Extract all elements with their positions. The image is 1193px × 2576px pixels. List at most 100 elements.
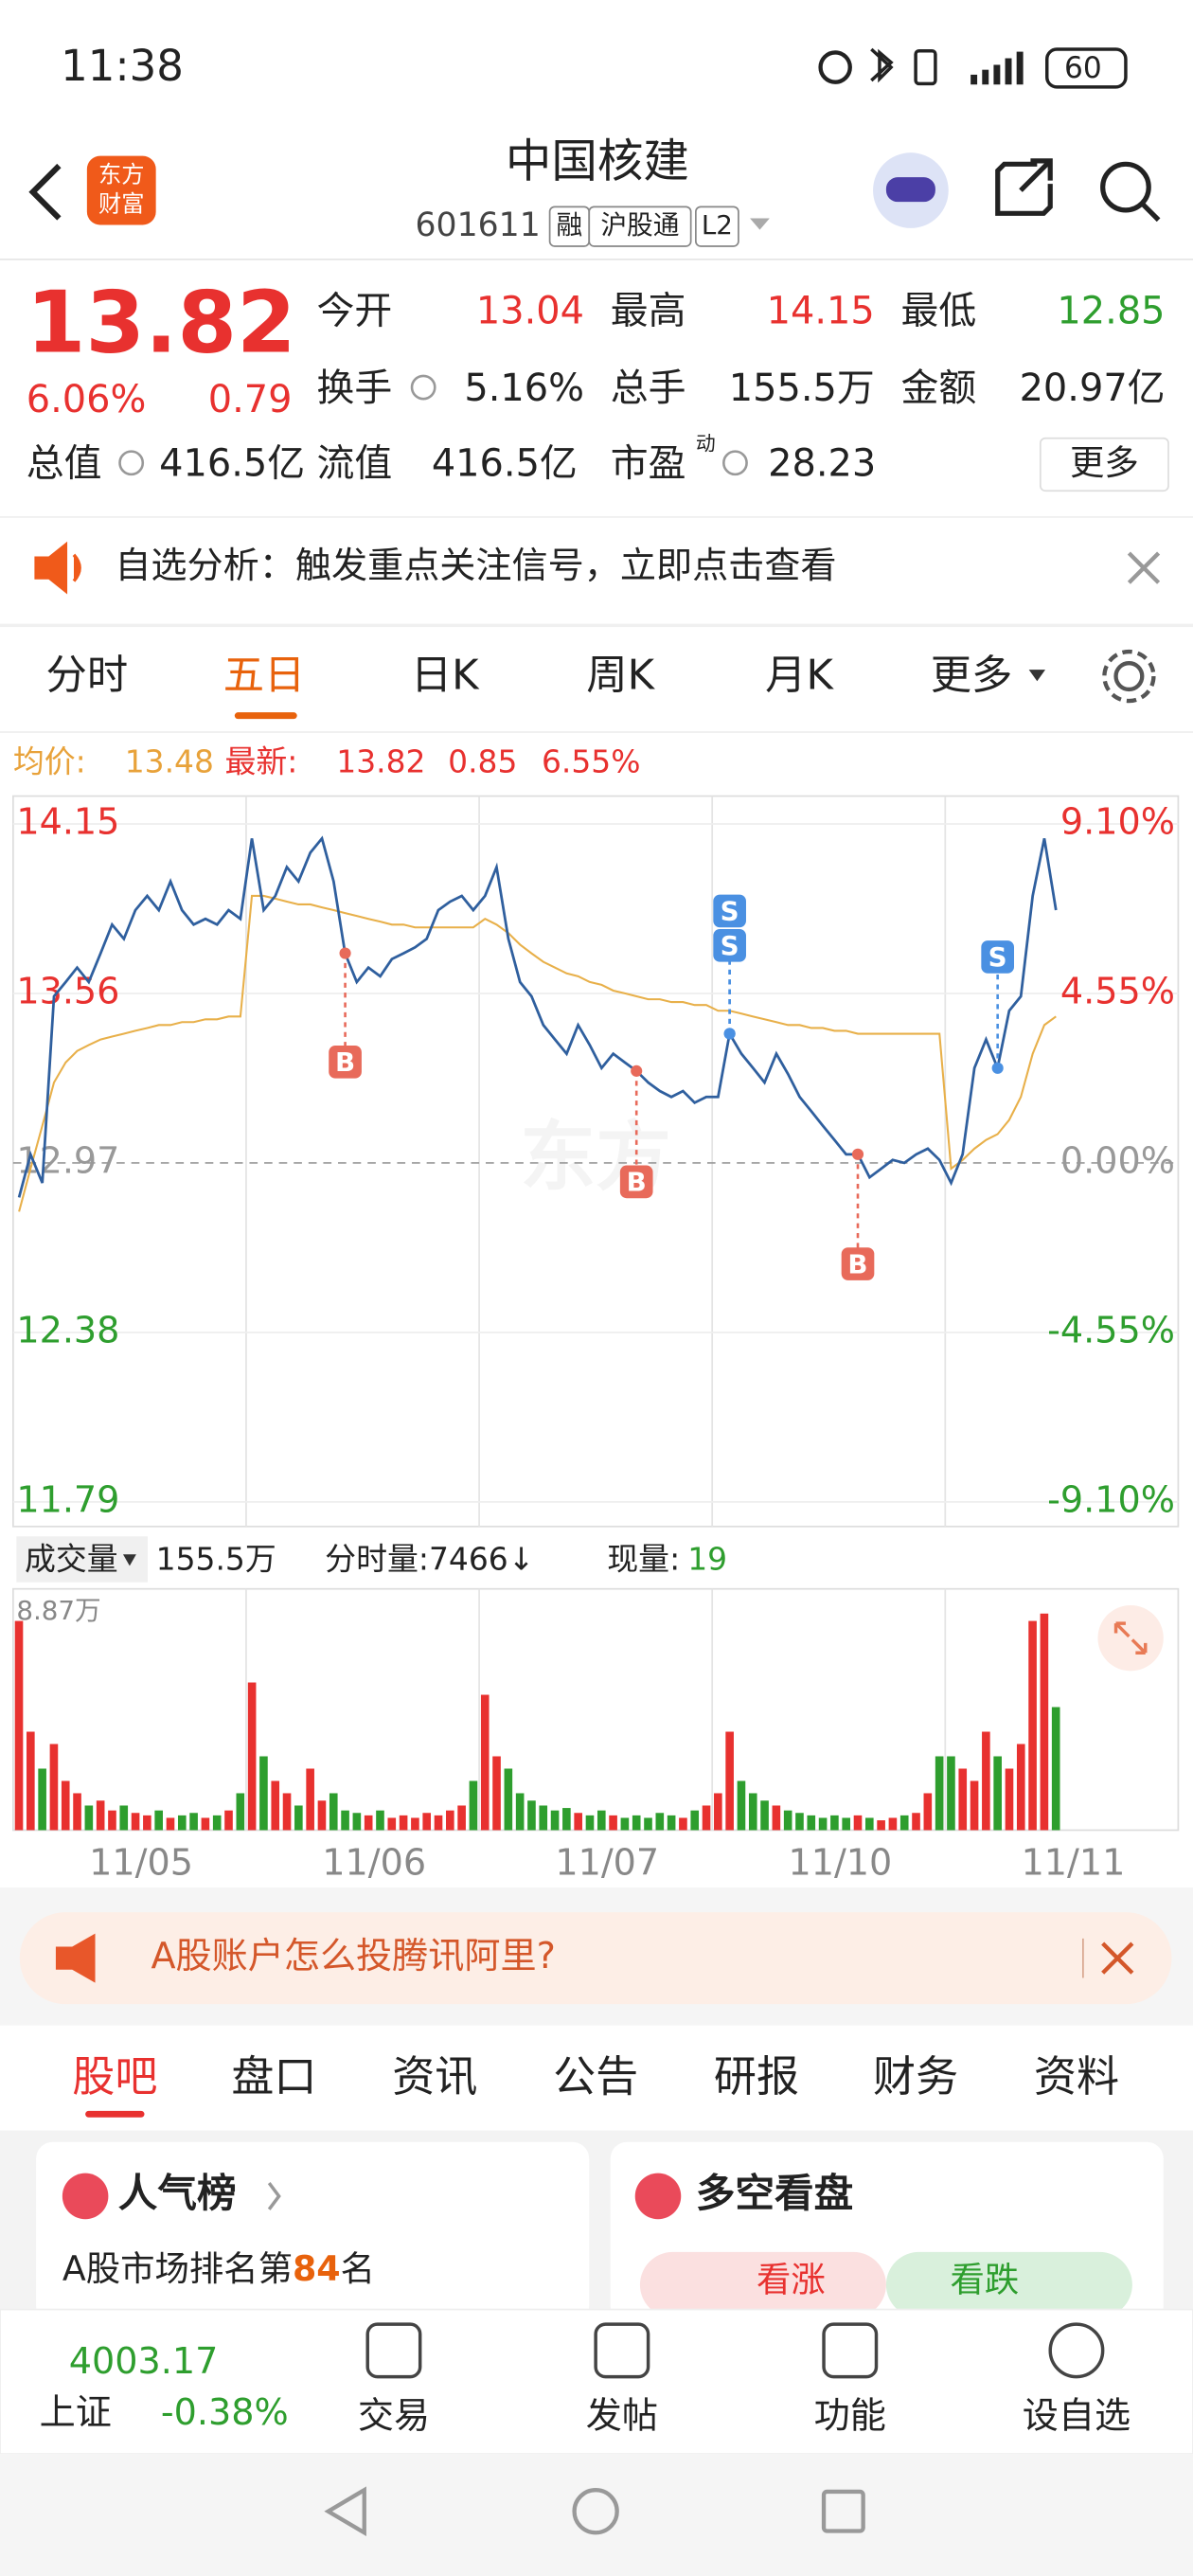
content-tab[interactable]: 资料 xyxy=(1034,2051,1119,2102)
info-icon xyxy=(722,450,748,476)
volume-bar xyxy=(224,1810,233,1831)
content-tab[interactable]: 股吧 xyxy=(72,2051,157,2102)
volume-bar xyxy=(376,1810,384,1831)
volume-bar xyxy=(620,1817,630,1831)
volume-bar xyxy=(352,1813,362,1831)
bear-button[interactable] xyxy=(885,2251,1132,2318)
bear-label: 看跌 xyxy=(951,2260,1020,2300)
volume-bar xyxy=(259,1756,268,1831)
expand-icon xyxy=(1113,1621,1148,1655)
volume-bar xyxy=(690,1810,700,1831)
volume-bar xyxy=(49,1744,59,1831)
back-button[interactable] xyxy=(28,163,62,221)
volume-bar xyxy=(993,1756,1002,1831)
marker-badge[interactable] xyxy=(713,894,746,928)
popularity-card[interactable] xyxy=(36,2141,590,2323)
volume-frame xyxy=(11,1587,1180,1832)
x-tick-label: 11/06 xyxy=(322,1841,426,1883)
banner[interactable] xyxy=(19,1912,1172,2005)
nav-label[interactable]: 设自选 xyxy=(1023,2394,1131,2436)
search-button[interactable] xyxy=(1100,161,1151,213)
app-logo xyxy=(86,155,156,225)
volume-bar xyxy=(644,1817,652,1831)
y-tick-label: 11.79 xyxy=(16,1478,119,1520)
banner-close[interactable] xyxy=(1101,1941,1134,1975)
volume-bar xyxy=(877,1820,885,1831)
volume-bar xyxy=(212,1815,222,1831)
avg-label: 均价: xyxy=(13,742,86,779)
nav-home[interactable] xyxy=(572,2488,619,2535)
marker-badge[interactable] xyxy=(329,1046,362,1079)
nav-back[interactable] xyxy=(324,2486,366,2537)
content-tab[interactable]: 盘口 xyxy=(231,2051,316,2102)
volume-bar xyxy=(899,1815,909,1831)
volume-bar xyxy=(341,1810,349,1831)
volume-bar xyxy=(329,1793,338,1831)
share-button[interactable] xyxy=(995,158,1053,216)
volume-bar xyxy=(527,1800,536,1831)
marker-label: S xyxy=(721,930,739,961)
tab[interactable]: 五日 xyxy=(223,652,306,699)
marker-label: B xyxy=(335,1046,355,1078)
sentiment-title: 多空看盘 xyxy=(696,2170,853,2216)
field-value: 14.15 xyxy=(767,290,875,333)
expand-button[interactable] xyxy=(1097,1605,1164,1672)
notice-close[interactable] xyxy=(1127,551,1161,584)
marker-dot xyxy=(723,1028,736,1040)
volume-bar xyxy=(282,1793,292,1831)
marker-badge[interactable] xyxy=(981,940,1014,974)
tab[interactable]: 分时 xyxy=(46,652,129,699)
tab[interactable]: 更多 xyxy=(931,652,1013,699)
volume-bar xyxy=(387,1817,397,1831)
settings-button[interactable] xyxy=(1113,661,1145,692)
bull-button[interactable] xyxy=(639,2251,886,2318)
volume-bar xyxy=(632,1815,641,1831)
volume-bar xyxy=(550,1810,560,1831)
volume-bar xyxy=(1051,1707,1060,1831)
nav-label[interactable]: 发帖 xyxy=(586,2394,658,2436)
marker-badge[interactable] xyxy=(713,928,746,962)
y-tick-label: 12.38 xyxy=(16,1309,119,1351)
tab[interactable]: 月K xyxy=(765,652,834,699)
content-tab[interactable]: 资讯 xyxy=(392,2051,477,2102)
content-tab[interactable]: 财务 xyxy=(873,2051,958,2102)
x-tick-label: 11/05 xyxy=(89,1841,193,1883)
nav-icon xyxy=(1048,2322,1105,2379)
volume-selector[interactable] xyxy=(16,1536,148,1583)
volume-bar xyxy=(201,1817,210,1831)
more-button[interactable] xyxy=(1039,437,1169,492)
volume-bar xyxy=(935,1756,944,1831)
tag: 融 xyxy=(557,209,583,241)
volume-bar xyxy=(865,1817,874,1831)
notice-text[interactable]: 自选分析：触发重点关注信号，立即点击查看 xyxy=(115,545,836,586)
volume-bar xyxy=(399,1815,408,1831)
volume-bar xyxy=(772,1805,781,1831)
nav-recent[interactable] xyxy=(821,2489,865,2533)
volume-bar xyxy=(830,1815,839,1831)
volume-bar xyxy=(970,1780,979,1831)
divider xyxy=(0,623,1193,628)
volume-bar xyxy=(457,1805,466,1831)
latest-value: 13.82 xyxy=(336,742,425,779)
volume-bar xyxy=(108,1810,116,1831)
content-tab[interactable]: 公告 xyxy=(553,2051,638,2102)
marker-badge[interactable] xyxy=(841,1247,875,1280)
change-percent: 6.06% xyxy=(27,378,147,421)
nav-label[interactable]: 交易 xyxy=(358,2394,430,2436)
marker-dot xyxy=(991,1062,1004,1074)
latest-label: 最新: xyxy=(224,742,297,779)
tab[interactable]: 周K xyxy=(586,652,655,699)
volume-bar xyxy=(609,1815,617,1831)
index-value[interactable]: 4003.17 xyxy=(69,2340,219,2382)
tab[interactable]: 日K xyxy=(411,652,480,699)
nav-label[interactable]: 功能 xyxy=(814,2394,886,2436)
last-price: 13.82 xyxy=(27,274,296,373)
volume-bar xyxy=(748,1793,757,1831)
volume-bar xyxy=(469,1780,478,1831)
marker-badge[interactable] xyxy=(619,1165,653,1199)
field-value: 155.5万 xyxy=(729,367,875,410)
volume-bar xyxy=(14,1620,24,1831)
content-tab[interactable]: 研报 xyxy=(714,2051,799,2102)
